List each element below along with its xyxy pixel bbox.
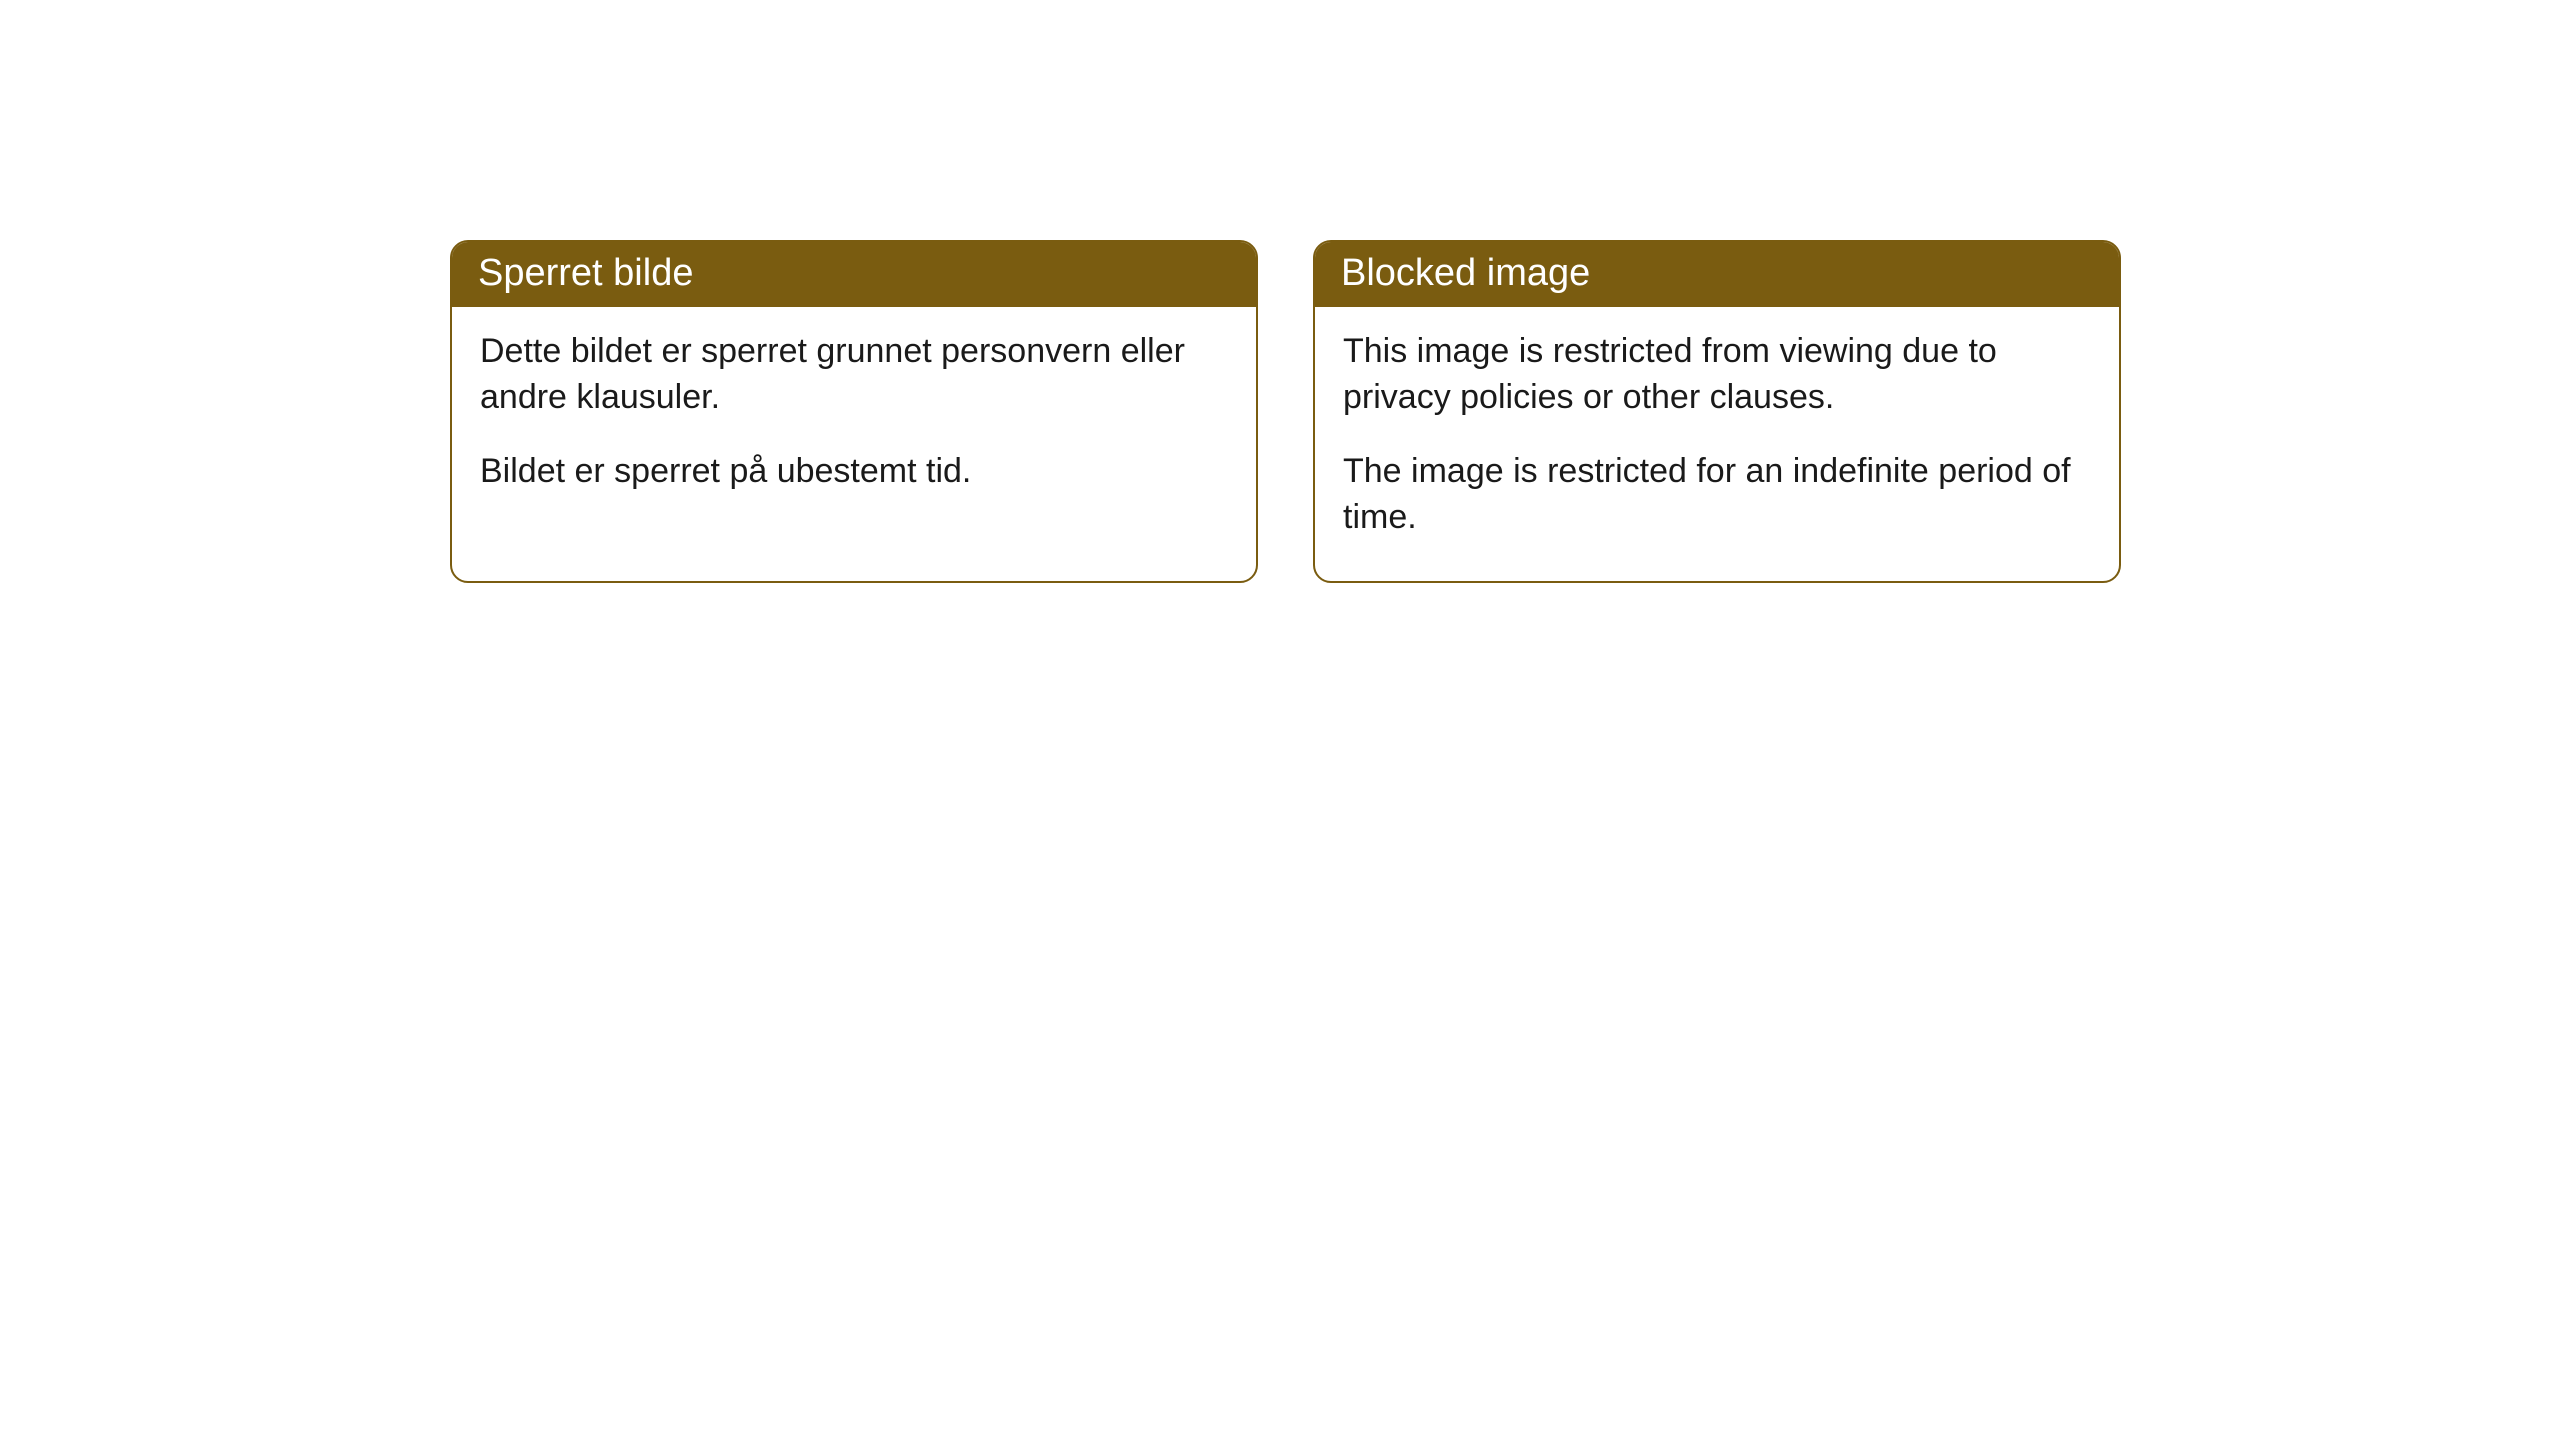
card-header: Blocked image bbox=[1315, 242, 2119, 307]
blocked-image-card-en: Blocked image This image is restricted f… bbox=[1313, 240, 2121, 583]
card-paragraph: This image is restricted from viewing du… bbox=[1343, 329, 2091, 421]
card-body: This image is restricted from viewing du… bbox=[1315, 307, 2119, 581]
blocked-image-card-no: Sperret bilde Dette bildet er sperret gr… bbox=[450, 240, 1258, 583]
card-paragraph: The image is restricted for an indefinit… bbox=[1343, 449, 2091, 541]
notice-cards-container: Sperret bilde Dette bildet er sperret gr… bbox=[0, 0, 2560, 583]
card-body: Dette bildet er sperret grunnet personve… bbox=[452, 307, 1256, 535]
card-header: Sperret bilde bbox=[452, 242, 1256, 307]
card-paragraph: Bildet er sperret på ubestemt tid. bbox=[480, 449, 1228, 495]
card-paragraph: Dette bildet er sperret grunnet personve… bbox=[480, 329, 1228, 421]
